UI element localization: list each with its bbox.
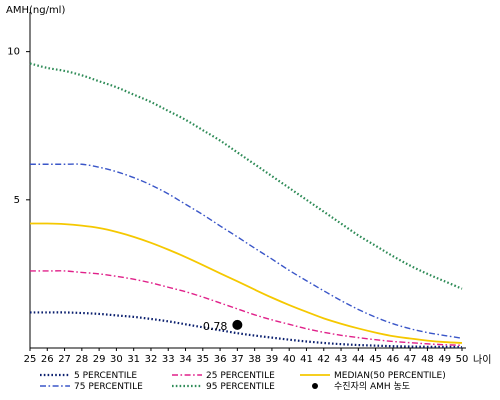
chart-axes [29,12,466,349]
series-line-4 [29,62,463,290]
x-tick-label: 30 [110,354,123,365]
x-tick-label: 37 [231,354,244,365]
series-lines [29,62,463,349]
x-tick-label: 41 [300,354,313,365]
legend-label-0: 5 PERCENTILE [74,371,137,381]
x-tick-label: 33 [162,354,175,365]
legend-swatch-highlight [312,383,318,389]
x-tick-label: 47 [404,354,417,365]
highlight-point-group: 0.78 [203,319,243,333]
x-tick-label: 44 [352,354,365,365]
legend: 5 PERCENTILE 25 PERCENTILE MEDIAN(50 PERCE… [40,371,446,392]
x-tick-label: 29 [93,354,106,365]
x-tick-label: 40 [283,354,296,365]
legend-label-4: 95 PERCENTILE [206,382,275,392]
x-tick-label: 45 [369,354,382,365]
x-ticks: 25 26 27 28 29 30 31 32 33 34 35 36 37 38 39 40 41 42 43 44… [24,348,469,365]
x-tick-label: 36 [214,354,227,365]
x-tick-label: 38 [248,354,261,365]
series-line-2 [29,222,463,344]
x-tick-label: 25 [24,354,37,365]
x-tick-label: 35 [196,354,209,365]
legend-label-2: MEDIAN(50 PERCENTILE) [334,371,446,381]
x-tick-label: 31 [127,354,140,365]
series-line-1 [29,270,463,347]
x-tick-label: 46 [387,354,400,365]
legend-label-highlight: 수진자의 AMH 농도 [334,381,410,392]
x-tick-label: 42 [317,354,330,365]
legend-label-1: 25 PERCENTILE [206,371,275,381]
series-line-3 [30,163,463,339]
x-tick-label: 32 [145,354,158,365]
x-tick-label: 49 [438,354,451,365]
x-tick-label: 39 [266,354,279,365]
x-tick-label: 27 [58,354,71,365]
x-axis-title: 나이 [473,354,491,366]
x-tick-label: 43 [335,354,348,365]
legend-label-3: 75 PERCENTILE [74,382,143,392]
highlight-point-label: 0.78 [203,320,228,333]
y-tick-label: 5 [14,195,20,206]
x-tick-label: 28 [75,354,88,365]
x-tick-label: 50 [456,354,469,365]
series-line-0 [29,311,463,349]
x-tick-label: 26 [41,354,54,365]
y-tick-label: 10 [7,47,20,58]
x-tick-label: 48 [421,354,434,365]
y-axis-title: AMH(ng/ml) [6,5,65,16]
highlight-point [232,319,243,330]
x-tick-label: 34 [179,354,192,365]
y-ticks: 5 10 [7,47,30,206]
